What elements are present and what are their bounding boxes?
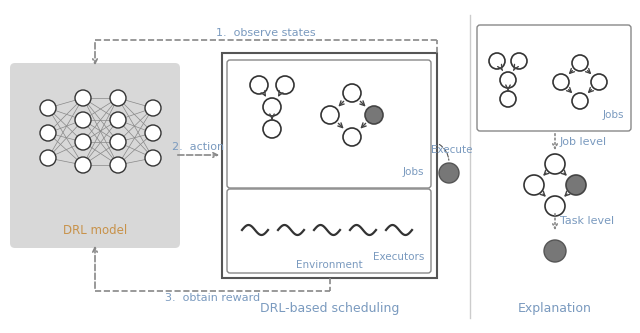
Circle shape (544, 240, 566, 262)
Circle shape (343, 128, 361, 146)
Circle shape (572, 55, 588, 71)
Circle shape (40, 125, 56, 141)
Circle shape (276, 76, 294, 94)
Text: 1.  observe states: 1. observe states (216, 28, 316, 38)
Circle shape (110, 90, 126, 106)
Circle shape (145, 125, 161, 141)
Circle shape (439, 163, 459, 183)
Circle shape (145, 100, 161, 116)
Text: 2.  action: 2. action (172, 142, 225, 152)
FancyBboxPatch shape (227, 189, 431, 273)
Circle shape (145, 150, 161, 166)
Circle shape (343, 84, 361, 102)
Circle shape (110, 134, 126, 150)
Text: Execute: Execute (431, 145, 473, 155)
Text: Job level: Job level (560, 137, 607, 147)
Circle shape (500, 72, 516, 88)
Circle shape (40, 100, 56, 116)
Text: 3.  obtain reward: 3. obtain reward (164, 293, 260, 303)
Circle shape (524, 175, 544, 195)
Circle shape (75, 90, 91, 106)
Circle shape (566, 175, 586, 195)
Circle shape (110, 157, 126, 173)
Circle shape (553, 74, 569, 90)
Text: Task level: Task level (560, 216, 614, 226)
Text: Jobs: Jobs (602, 110, 624, 120)
Text: Jobs: Jobs (403, 167, 424, 177)
Text: DRL model: DRL model (63, 224, 127, 237)
Text: Executors: Executors (372, 252, 424, 262)
Circle shape (365, 106, 383, 124)
Circle shape (545, 196, 565, 216)
Circle shape (75, 112, 91, 128)
Circle shape (591, 74, 607, 90)
Circle shape (263, 98, 281, 116)
Circle shape (263, 120, 281, 138)
Circle shape (511, 53, 527, 69)
Circle shape (489, 53, 505, 69)
Text: DRL-based scheduling: DRL-based scheduling (260, 302, 400, 315)
Text: Explanation: Explanation (518, 302, 592, 315)
Circle shape (75, 157, 91, 173)
FancyBboxPatch shape (227, 60, 431, 188)
Circle shape (321, 106, 339, 124)
Text: Environment: Environment (296, 260, 363, 270)
Circle shape (500, 91, 516, 107)
Circle shape (545, 154, 565, 174)
Circle shape (572, 93, 588, 109)
FancyBboxPatch shape (222, 53, 437, 278)
FancyBboxPatch shape (10, 63, 180, 248)
Circle shape (110, 112, 126, 128)
Circle shape (250, 76, 268, 94)
FancyBboxPatch shape (477, 25, 631, 131)
Circle shape (75, 134, 91, 150)
Circle shape (40, 150, 56, 166)
